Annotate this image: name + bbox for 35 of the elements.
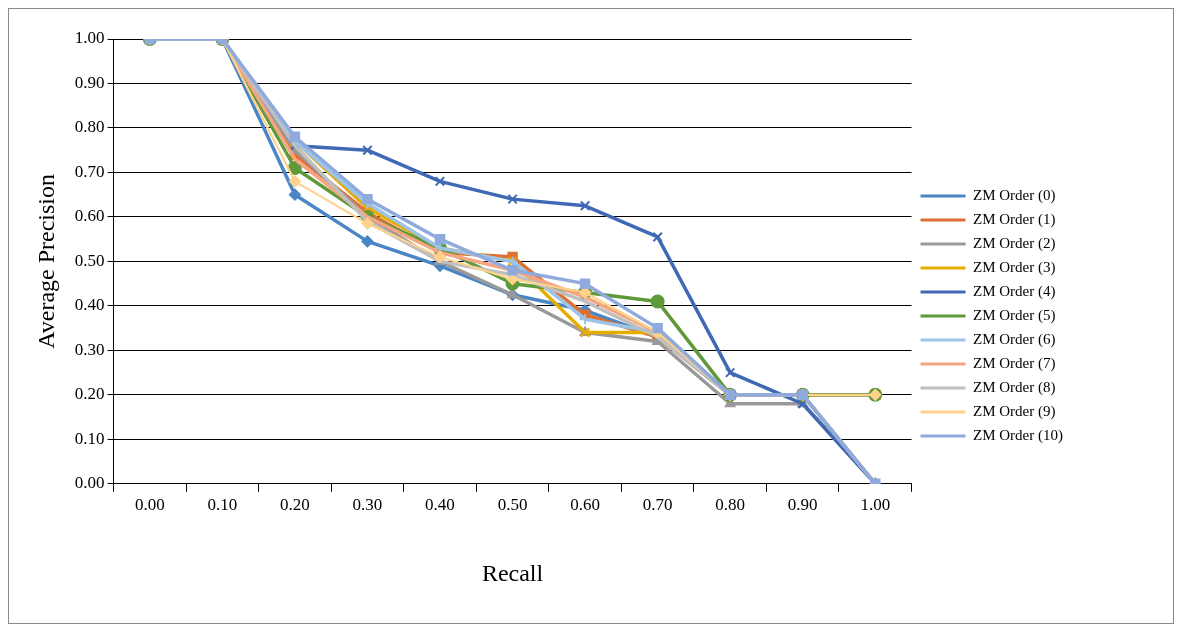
legend-label: ZM Order (1) bbox=[973, 210, 1056, 228]
x-tick-label: 0.10 bbox=[207, 495, 238, 515]
x-tick-label: 0.40 bbox=[425, 495, 455, 515]
x-axis-title: Recall bbox=[481, 559, 544, 586]
x-tick-label: 0.80 bbox=[715, 495, 746, 515]
x-tick-label: 0.70 bbox=[642, 495, 673, 515]
x-tick-label: 0.90 bbox=[787, 495, 818, 515]
y-tick-label: 0.30 bbox=[74, 339, 105, 359]
y-tick-label: 0.70 bbox=[74, 161, 105, 181]
y-tick-label: 0.10 bbox=[74, 428, 105, 448]
legend-label: ZM Order (6) bbox=[973, 330, 1056, 348]
legend-label: ZM Order (2) bbox=[973, 234, 1056, 252]
x-tick-label: 0.20 bbox=[280, 495, 310, 515]
y-tick-label: 1.00 bbox=[74, 28, 105, 48]
legend-label: ZM Order (8) bbox=[973, 378, 1056, 396]
legend-label: ZM Order (5) bbox=[973, 306, 1056, 324]
y-tick-label: 0.40 bbox=[74, 295, 105, 315]
y-tick-label: 0.60 bbox=[74, 206, 105, 226]
y-tick-label: 0.50 bbox=[74, 250, 105, 270]
y-tick-label: 0.00 bbox=[74, 473, 105, 493]
legend-label: ZM Order (0) bbox=[973, 186, 1056, 204]
legend-label: ZM Order (10) bbox=[973, 426, 1064, 444]
x-tick-label: 0.30 bbox=[352, 495, 383, 515]
x-tick-label: 0.50 bbox=[497, 495, 528, 515]
legend-label: ZM Order (7) bbox=[973, 354, 1056, 372]
x-tick-label: 0.60 bbox=[570, 495, 600, 515]
legend-label: ZM Order (9) bbox=[973, 402, 1056, 420]
x-tick-label: 0.00 bbox=[134, 495, 165, 515]
y-axis-title: Average Precision bbox=[32, 173, 59, 349]
x-tick-label: 1.00 bbox=[860, 495, 891, 515]
y-tick-label: 0.80 bbox=[74, 117, 105, 137]
legend-label: ZM Order (4) bbox=[973, 282, 1056, 300]
y-tick-label: 0.90 bbox=[74, 72, 105, 92]
y-tick-label: 0.20 bbox=[74, 384, 105, 404]
legend-label: ZM Order (3) bbox=[973, 258, 1056, 276]
